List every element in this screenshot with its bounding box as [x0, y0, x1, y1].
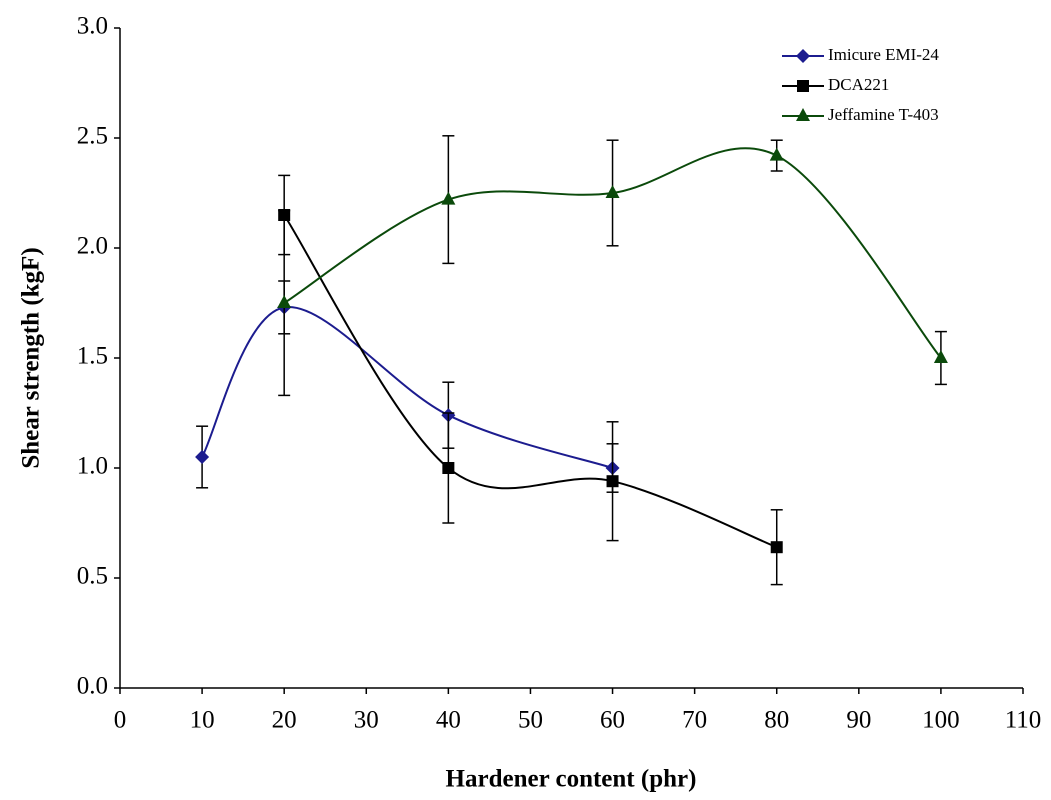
x-tick-label: 30 — [354, 707, 379, 734]
legend-label: DCA221 — [828, 75, 889, 94]
x-tick-label: 10 — [190, 707, 215, 734]
series-line — [283, 214, 778, 549]
x-tick-label: 110 — [1005, 707, 1042, 734]
legend-label: Jeffamine T-403 — [828, 105, 939, 124]
marker — [797, 80, 809, 92]
y-tick-label: 2.0 — [77, 233, 108, 260]
marker — [769, 147, 784, 161]
x-tick-label: 60 — [600, 707, 625, 734]
marker — [441, 191, 456, 205]
marker — [933, 350, 948, 363]
x-tick-label: 20 — [272, 707, 297, 734]
marker — [770, 541, 783, 554]
x-tick-label: 80 — [764, 707, 789, 734]
y-tick-label: 0.0 — [77, 673, 108, 700]
y-tick-label: 1.5 — [77, 343, 108, 370]
y-tick-label: 1.0 — [77, 453, 108, 480]
x-tick-label: 40 — [436, 707, 461, 734]
y-tick-label: 3.0 — [77, 13, 108, 40]
y-tick-label: 2.5 — [77, 123, 108, 150]
x-tick-label: 70 — [682, 707, 707, 734]
series-line — [201, 306, 613, 469]
marker — [606, 475, 619, 488]
y-axis-title: Shear strength (kgF) — [18, 247, 45, 468]
marker — [442, 462, 455, 474]
x-tick-label: 50 — [518, 707, 543, 734]
marker — [277, 295, 292, 308]
x-axis-title: Hardener content (phr) — [446, 766, 697, 793]
x-tick-label: 90 — [846, 707, 871, 734]
legend-label: Imicure EMI-24 — [828, 45, 939, 64]
x-tick-label: 0 — [114, 707, 127, 734]
marker — [796, 49, 810, 63]
marker — [605, 185, 620, 198]
marker — [195, 450, 210, 464]
marker — [796, 108, 810, 121]
y-tick-label: 0.5 — [77, 563, 108, 590]
x-tick-label: 100 — [922, 707, 960, 734]
